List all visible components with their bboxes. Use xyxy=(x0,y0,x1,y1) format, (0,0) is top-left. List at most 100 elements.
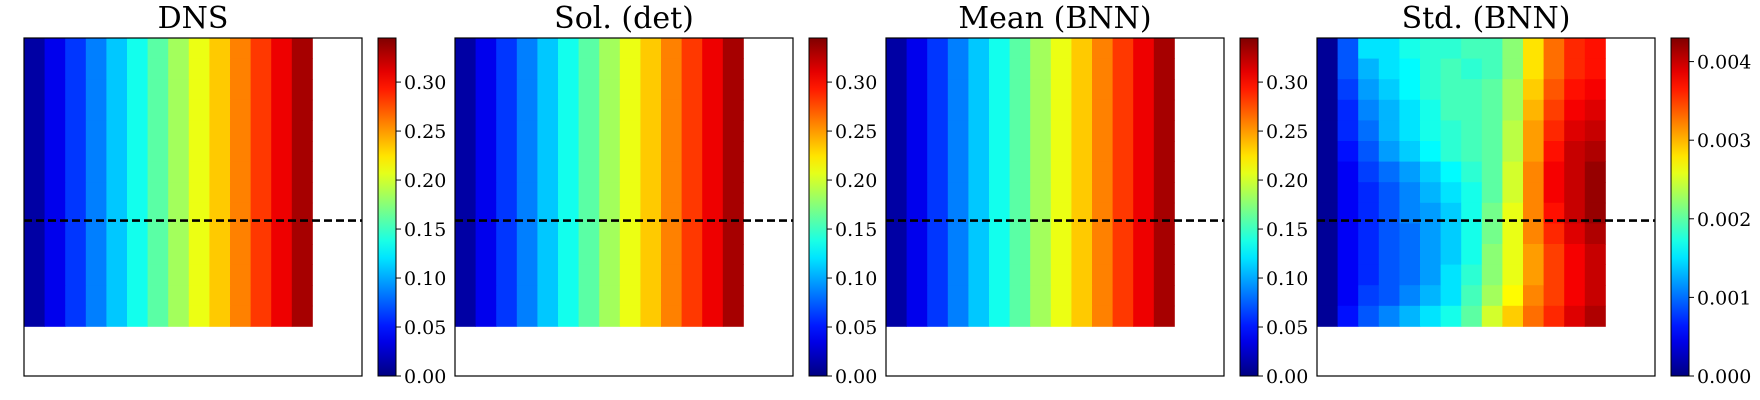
heatmap-cell xyxy=(24,264,45,286)
heatmap-cell xyxy=(989,141,1010,162)
heatmap-cell xyxy=(1584,120,1606,142)
heatmap-cell xyxy=(599,223,621,245)
heatmap-cell xyxy=(619,182,641,204)
heatmap-cell xyxy=(1358,244,1380,265)
heatmap-cell xyxy=(65,202,87,224)
heatmap-cell xyxy=(65,79,87,101)
heatmap-cell xyxy=(1440,38,1462,59)
heatmap-cell xyxy=(681,223,703,245)
heatmap-cell xyxy=(1112,99,1134,121)
heatmap-cell xyxy=(1399,120,1421,142)
heatmap-cell xyxy=(1481,244,1503,265)
heatmap-cell xyxy=(1071,79,1093,101)
panel-std-bnn: Std. (BNN) 0.000 0.001 0.002 0.003 0.004 xyxy=(1316,1,1751,388)
heatmap-cell xyxy=(496,264,518,286)
heatmap-cell xyxy=(1337,244,1359,265)
heatmap-cell xyxy=(209,79,231,101)
heatmap-cell xyxy=(1399,223,1421,245)
heatmap-cell xyxy=(1133,120,1155,142)
heatmap-cell xyxy=(85,223,107,245)
heatmap-cell xyxy=(1564,182,1586,204)
heatmap-cell xyxy=(147,161,169,183)
heatmap-cell xyxy=(168,244,190,265)
heatmap-cell xyxy=(1399,285,1421,307)
heatmap-cell xyxy=(1461,285,1483,307)
heatmap-cell xyxy=(1071,223,1093,245)
heatmap-cell xyxy=(619,38,641,59)
heatmap-cell xyxy=(702,79,724,101)
heatmap-cell xyxy=(619,99,641,121)
heatmap-cell xyxy=(127,38,148,59)
heatmap-cell xyxy=(475,264,497,286)
heatmap-cell xyxy=(1317,264,1338,286)
heatmap-cell xyxy=(127,285,148,307)
heatmap-cell xyxy=(947,79,969,101)
heatmap-cell xyxy=(681,244,703,265)
heatmap-cell xyxy=(455,79,476,101)
heatmap-cell xyxy=(65,141,87,162)
heatmap-cell xyxy=(1584,141,1606,162)
heatmap-cell xyxy=(599,58,621,80)
heatmap-cell xyxy=(1030,285,1052,307)
heatmap-cell xyxy=(1009,285,1031,307)
heatmap-cell xyxy=(65,264,87,286)
heatmap-cell xyxy=(989,99,1010,121)
heatmap-cell xyxy=(968,223,990,245)
heatmap-cell xyxy=(1440,182,1462,204)
heatmap-cell xyxy=(619,161,641,183)
heatmap-cell xyxy=(906,285,928,307)
heatmap-cell xyxy=(1153,264,1175,286)
heatmap-cell xyxy=(1358,79,1380,101)
colorbar-tick-label: 0.20 xyxy=(1266,170,1308,192)
heatmap-cell xyxy=(1461,202,1483,224)
heatmap-cell xyxy=(455,120,476,142)
heatmap-cell xyxy=(1112,141,1134,162)
heatmap-cell xyxy=(1481,202,1503,224)
heatmap-cell xyxy=(722,38,744,59)
colorbar-tick-label: 0.15 xyxy=(835,219,877,241)
heatmap-cell xyxy=(1523,120,1544,142)
heatmap-cell xyxy=(1543,182,1565,204)
axes-frame xyxy=(885,37,1225,377)
heatmap-cell xyxy=(1358,99,1380,121)
heatmap-cell xyxy=(1009,264,1031,286)
heatmap-cell xyxy=(1481,285,1503,307)
heatmap-cell xyxy=(496,285,518,307)
heatmap-cell xyxy=(147,182,169,204)
heatmap-cell xyxy=(188,264,210,286)
heatmap-cell xyxy=(230,244,251,265)
heatmap-cell xyxy=(1399,182,1421,204)
heatmap-cell xyxy=(640,202,662,224)
heatmap-cell xyxy=(1133,285,1155,307)
heatmap-cell xyxy=(1461,141,1483,162)
heatmap-cell xyxy=(578,285,600,307)
heatmap-cell xyxy=(271,305,293,327)
heatmap-cell xyxy=(1030,223,1052,245)
heatmap-cell xyxy=(989,202,1010,224)
heatmap-cell xyxy=(475,285,497,307)
panel-sol-det: Sol. (det) 0.00 0.05 0.10 0.15 0.20 0.25 0.30 xyxy=(454,1,877,388)
heatmap-cell xyxy=(599,305,621,327)
heatmap-cell xyxy=(1112,223,1134,245)
heatmap-cell xyxy=(1112,202,1134,224)
heatmap-cell xyxy=(291,99,313,121)
heatmap-cell xyxy=(599,161,621,183)
heatmap-cell xyxy=(681,305,703,327)
heatmap-cell xyxy=(516,182,538,204)
heatmap-cell xyxy=(1337,141,1359,162)
heatmap-cell xyxy=(188,285,210,307)
heatmap-cell xyxy=(230,182,251,204)
heatmap-cell xyxy=(291,182,313,204)
heatmap-cell xyxy=(65,58,87,80)
heatmap-cell xyxy=(1399,202,1421,224)
heatmap-cell xyxy=(271,285,293,307)
heatmap-cell xyxy=(1564,161,1586,183)
heatmap-cell xyxy=(1133,202,1155,224)
heatmap-cell xyxy=(661,58,682,80)
heatmap-cell xyxy=(85,79,107,101)
heatmap-cell xyxy=(927,58,949,80)
heatmap-cell xyxy=(578,141,600,162)
heatmap-cell xyxy=(1523,141,1544,162)
colorbar xyxy=(1670,37,1690,377)
heatmap-cell xyxy=(1071,264,1093,286)
